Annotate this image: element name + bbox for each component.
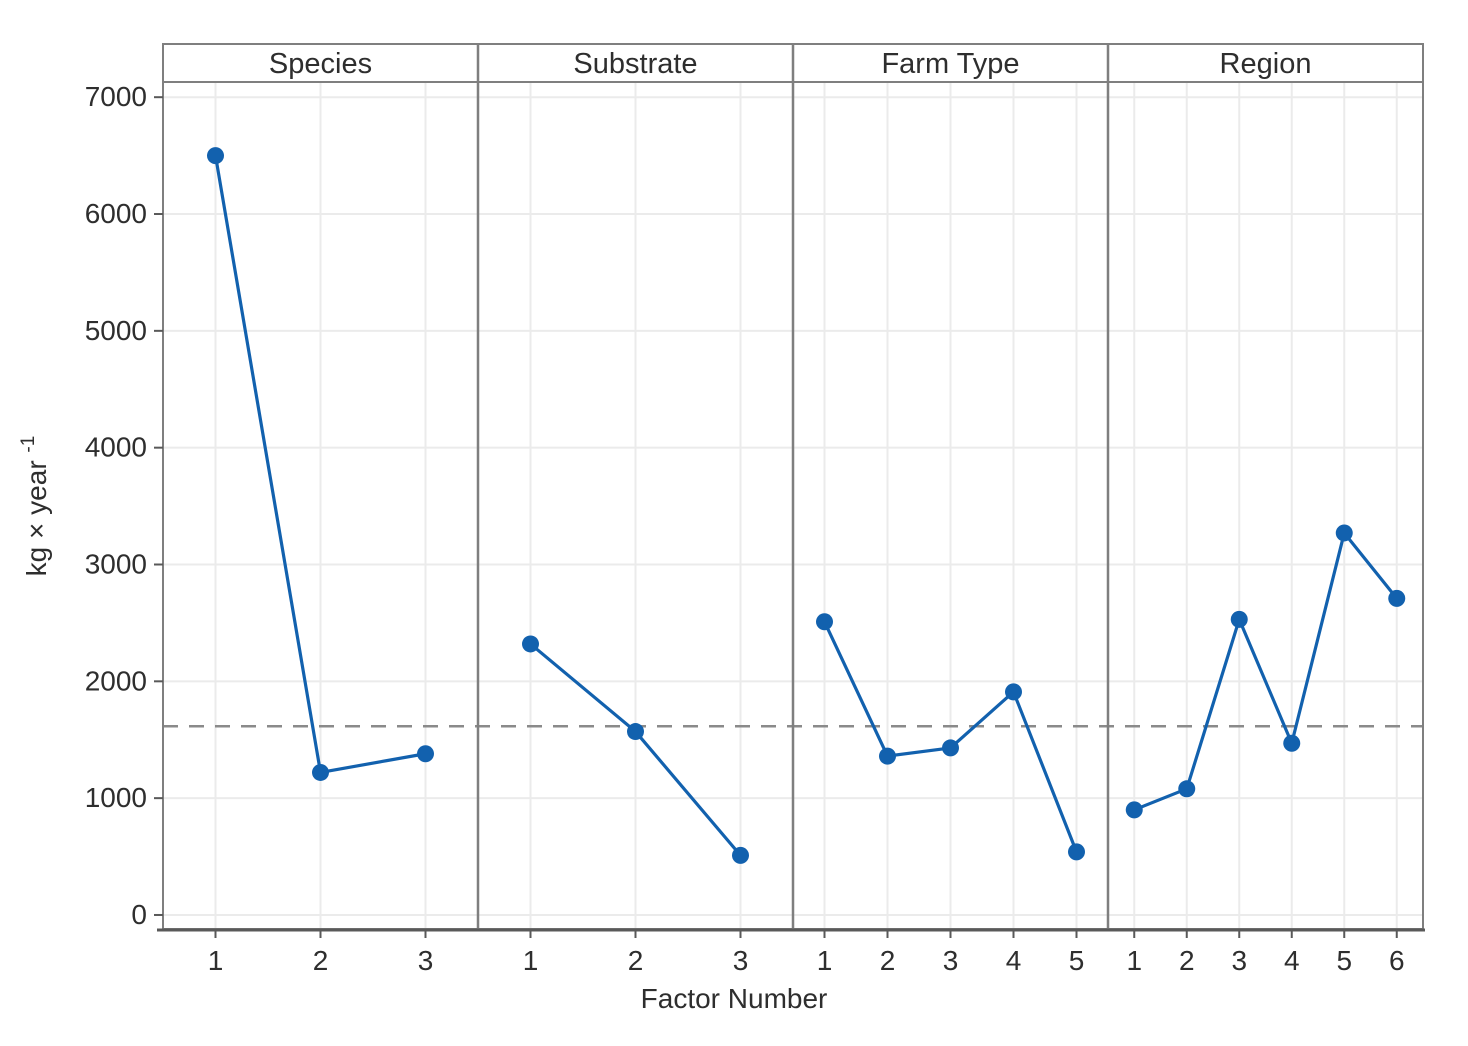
x-tick-label: 4 (1284, 945, 1300, 976)
data-point (312, 763, 329, 781)
x-tick-label: 4 (1006, 945, 1022, 976)
y-tick-label: 5000 (85, 315, 147, 346)
x-tick-label: 1 (523, 945, 539, 976)
x-tick-label: 1 (817, 945, 833, 976)
data-point (1178, 780, 1196, 798)
panel-title-region: Region (1220, 48, 1312, 80)
y-tick-label: 1000 (85, 782, 147, 813)
data-point (732, 846, 749, 864)
data-point (207, 147, 224, 165)
x-tick-label: 1 (208, 945, 224, 976)
series-line (1133, 531, 1398, 812)
y-tick-label: 0 (131, 899, 147, 930)
x-tick-label: 3 (733, 945, 749, 976)
data-point (1335, 524, 1353, 542)
data-point (522, 635, 539, 653)
data-point (1068, 843, 1085, 861)
data-point (1125, 801, 1143, 819)
data-point (816, 613, 833, 631)
data-point (1283, 734, 1301, 752)
y-tick-label: 2000 (85, 665, 147, 696)
x-tick-label: 2 (628, 945, 644, 976)
y-tick-label: 6000 (85, 198, 147, 229)
x-tick-label: 2 (880, 945, 896, 976)
x-tick-label: 2 (1179, 945, 1195, 976)
panel-species: 1 2 3 (207, 147, 434, 976)
data-point (879, 747, 896, 765)
data-point (1230, 610, 1248, 628)
y-axis-title: kg × year -1 (18, 436, 52, 577)
data-point (627, 723, 644, 741)
data-point (417, 745, 434, 763)
x-tick-label: 3 (943, 945, 959, 976)
y-tick-label: 3000 (85, 548, 147, 579)
x-tick-label: 5 (1069, 945, 1085, 976)
x-tick-label: 3 (418, 945, 434, 976)
data-point (1005, 683, 1022, 701)
y-tick-label: 7000 (85, 81, 147, 112)
panel-title-farm-type: Farm Type (881, 48, 1019, 80)
x-tick-label: 6 (1389, 945, 1405, 976)
x-tick-label: 1 (1126, 945, 1142, 976)
y-tick-label: 4000 (85, 432, 147, 463)
data-point (942, 739, 959, 757)
panel-title-substrate: Substrate (573, 48, 697, 80)
x-axis-title: Factor Number (641, 983, 828, 1014)
x-tick-label: 3 (1231, 945, 1247, 976)
panel-region: 1 2 3 4 5 6 (1125, 524, 1406, 976)
panel-title-species: Species (269, 48, 372, 80)
x-tick-label: 5 (1336, 945, 1352, 976)
data-point (1388, 589, 1406, 607)
gridlines (163, 82, 1423, 929)
panel-substrate: 1 2 3 (522, 635, 749, 976)
x-tick-label: 2 (313, 945, 329, 976)
panel-farm-type: 1 2 3 4 5 (816, 613, 1085, 976)
